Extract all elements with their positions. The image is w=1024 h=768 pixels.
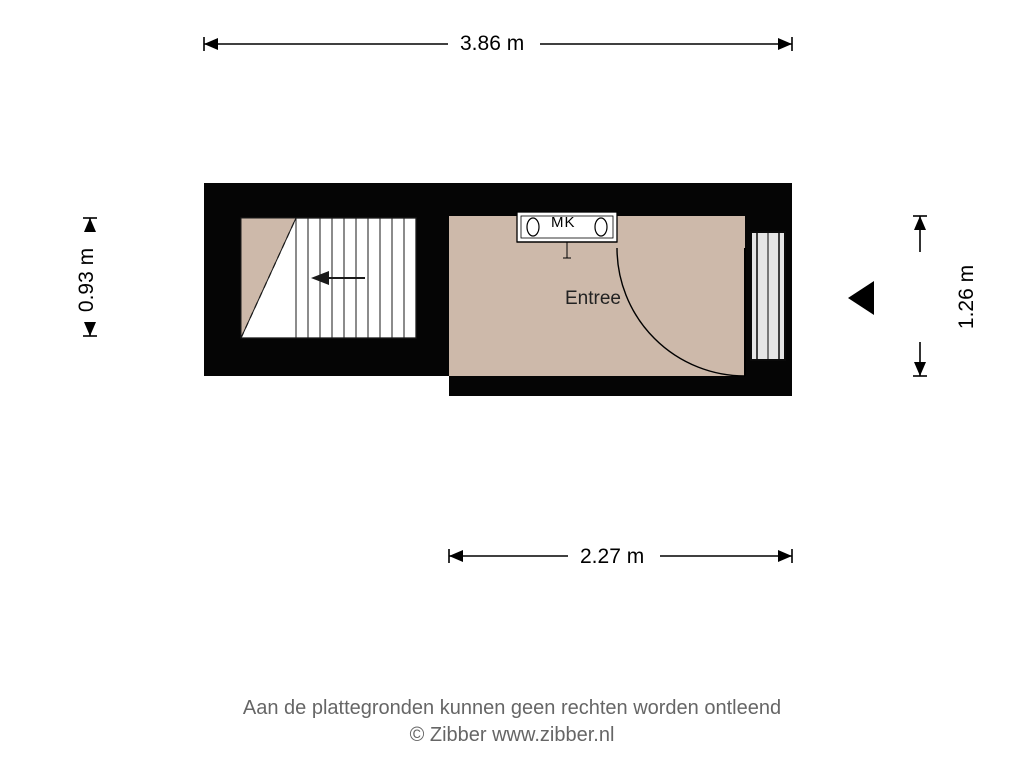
dim-left-label: 0.93 m [75,248,99,312]
dim-right-label: 1.26 m [955,265,979,329]
mk-box-label: MK [551,214,576,231]
footer-line2: © Zibber www.zibber.nl [0,722,1024,749]
footer: Aan de plattegronden kunnen geen rechten… [0,695,1024,749]
room-label-entree: Entree [565,288,621,310]
floorplan-stage: 3.86 m 2.27 m 0.93 m 1.26 m Entree MK Aa… [0,0,1024,768]
footer-line1: Aan de plattegronden kunnen geen rechten… [0,695,1024,722]
dim-bottom-label: 2.27 m [580,545,644,569]
floorplan-svg [0,0,1024,768]
dim-top-label: 3.86 m [460,32,524,56]
